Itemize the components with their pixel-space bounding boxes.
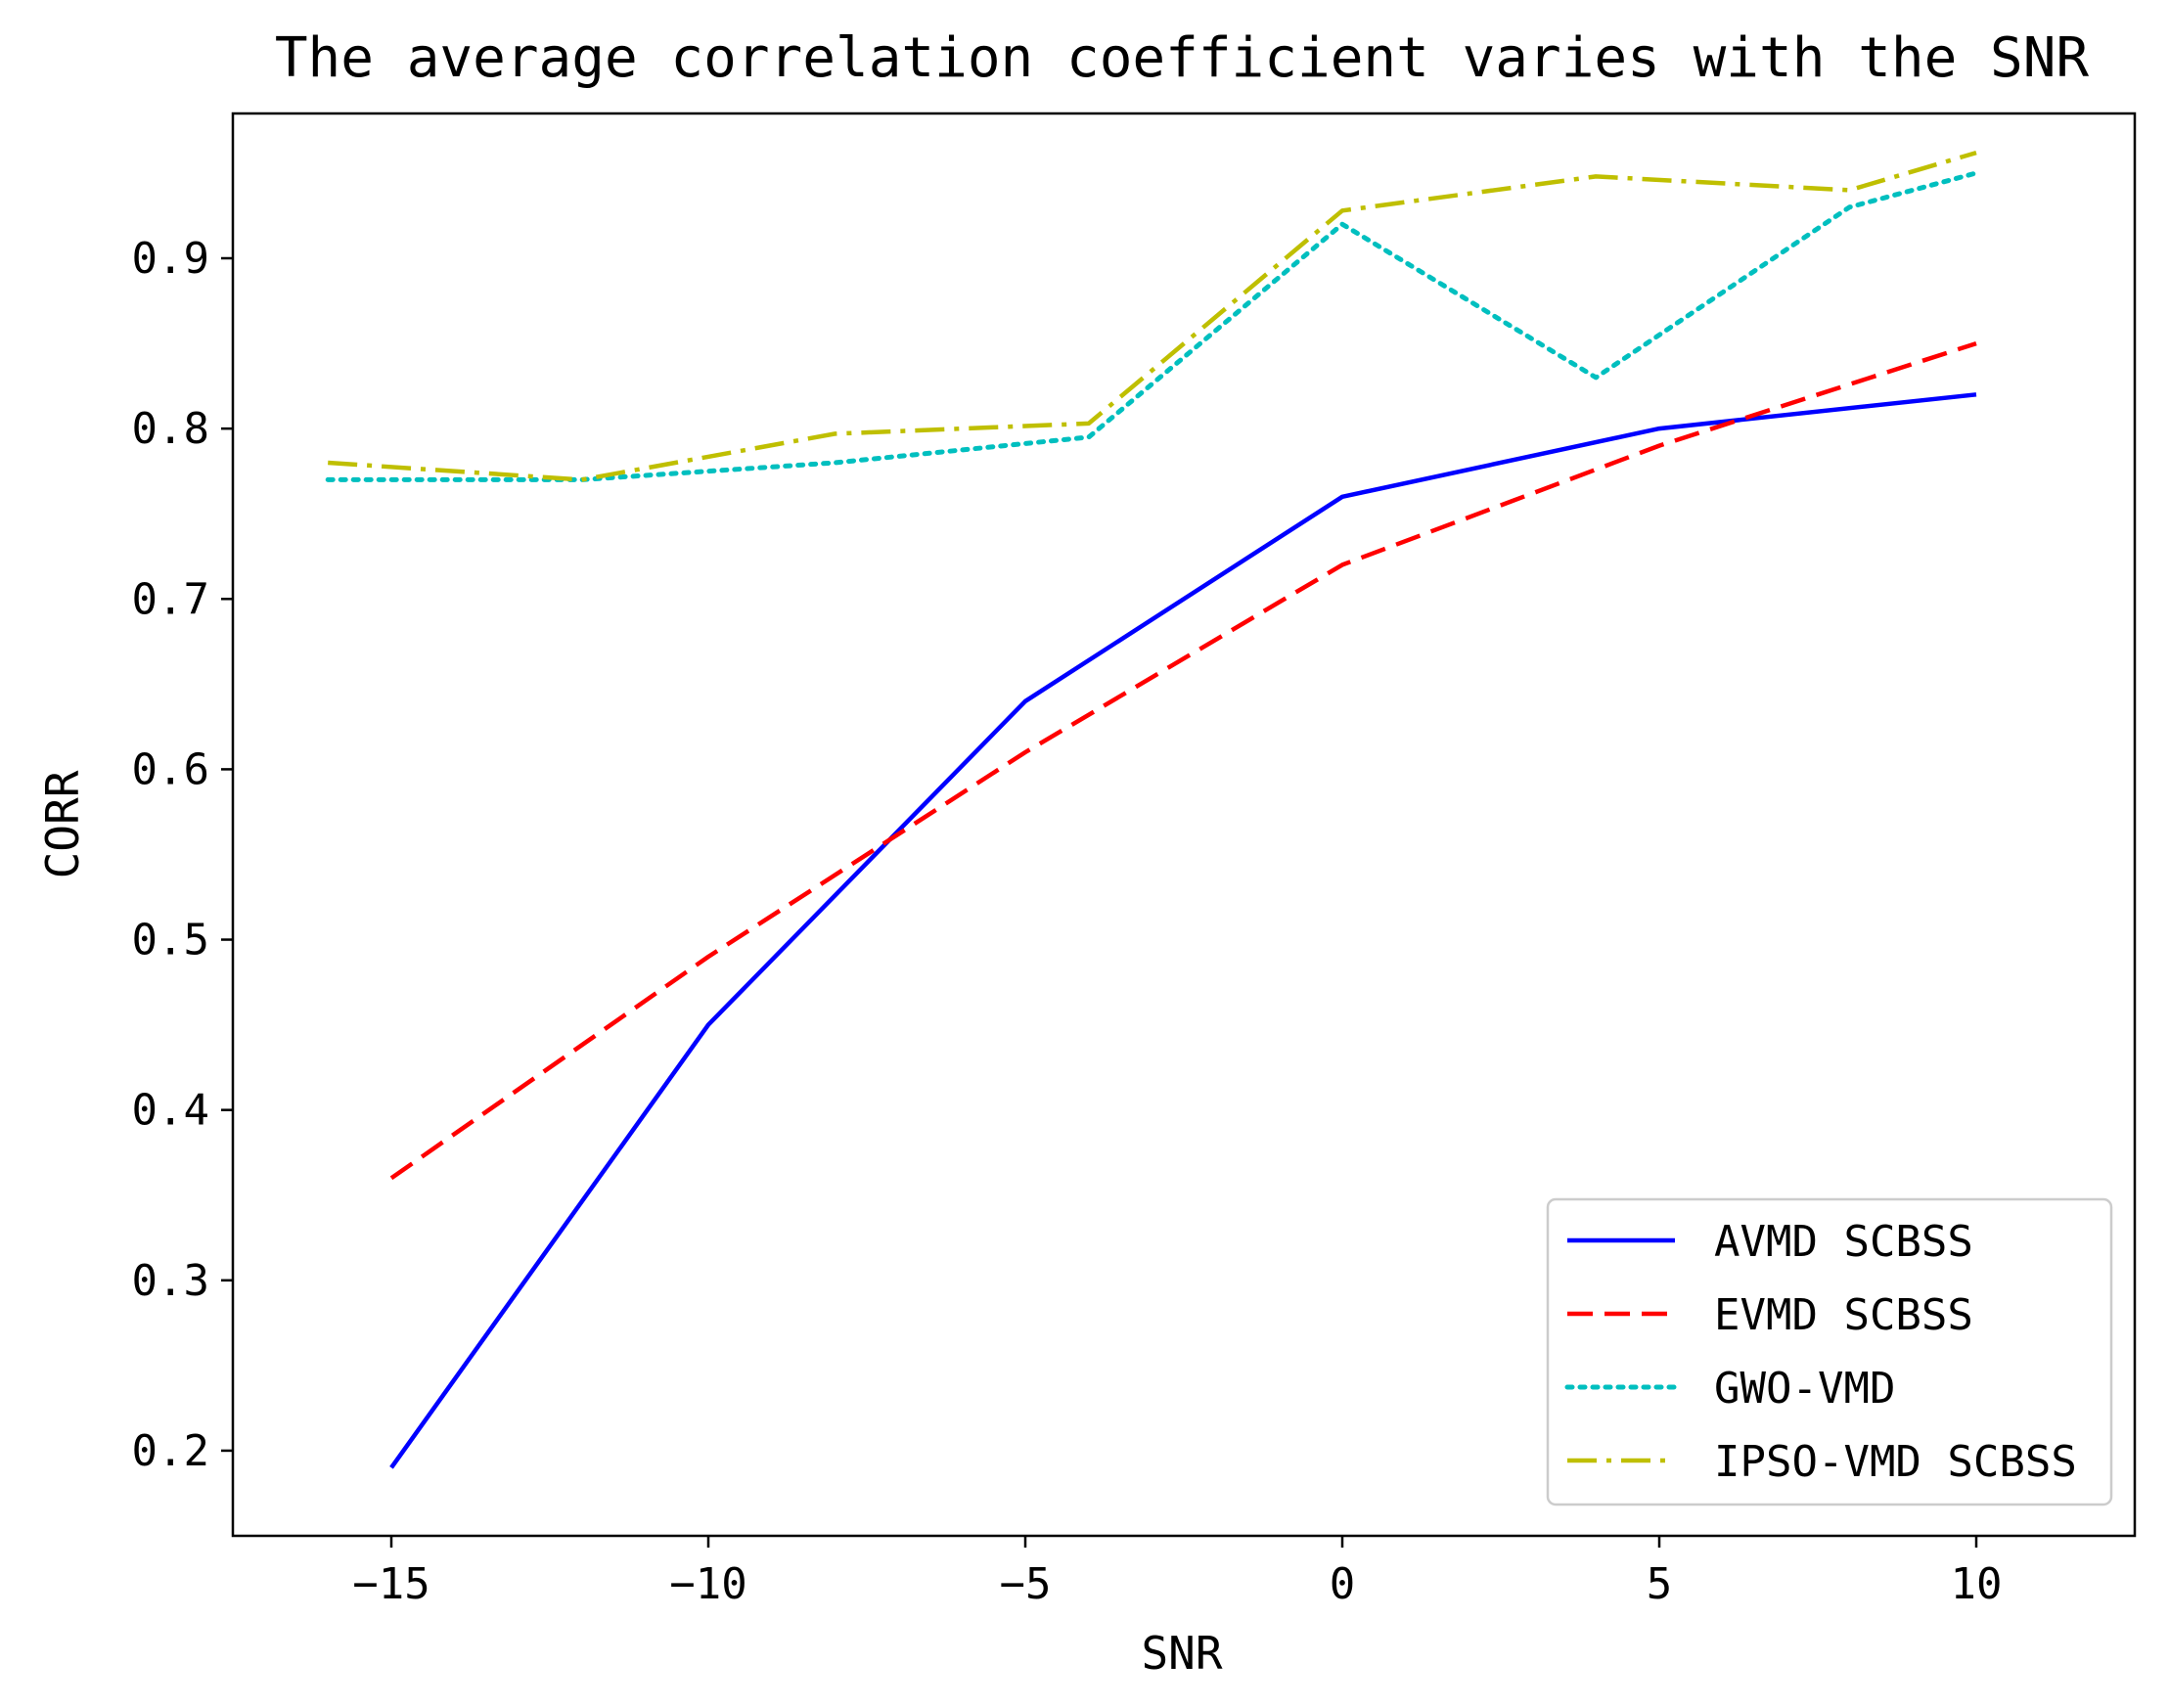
x-tick-label: −15	[352, 1559, 429, 1609]
y-tick-label: 0.7	[132, 574, 209, 624]
x-tick-label: −10	[669, 1559, 746, 1609]
x-tick-label: −5	[1000, 1559, 1052, 1609]
chart-title: The average correlation coefficient vari…	[275, 26, 2090, 90]
y-tick-label: 0.4	[132, 1086, 209, 1136]
y-axis-label: CORR	[36, 770, 89, 878]
x-tick-label: 0	[1330, 1559, 1356, 1609]
x-axis-label: SNR	[1141, 1627, 1222, 1680]
y-tick-label: 0.3	[132, 1256, 209, 1306]
y-tick-label: 0.2	[132, 1426, 209, 1476]
legend: AVMD SCBSS EVMD SCBSS GWO-VMD IPSO-VMD SCBS…	[1546, 1197, 2113, 1506]
series-line-avmd-scbss	[389, 392, 1977, 1469]
series-line-gwo-vmd	[325, 170, 1979, 482]
x-tick-label: 5	[1647, 1559, 1673, 1609]
legend-label: GWO-VMD	[1714, 1364, 1895, 1414]
x-tick-label: 10	[1951, 1559, 2003, 1609]
legend-label: IPSO-VMD SCBSS	[1714, 1437, 2077, 1487]
y-tick-label: 0.6	[132, 744, 209, 794]
y-tick-label: 0.9	[132, 234, 209, 284]
y-tick-label: 0.5	[132, 916, 209, 966]
series-line-evmd-scbss	[389, 340, 1977, 1181]
legend-label: AVMD SCBSS	[1714, 1217, 1973, 1267]
legend-label: EVMD SCBSS	[1714, 1290, 1973, 1340]
series-line-ipso-vmd-scbss	[328, 150, 1977, 482]
y-tick-label: 0.8	[132, 404, 209, 454]
plot-area	[231, 112, 2137, 1538]
